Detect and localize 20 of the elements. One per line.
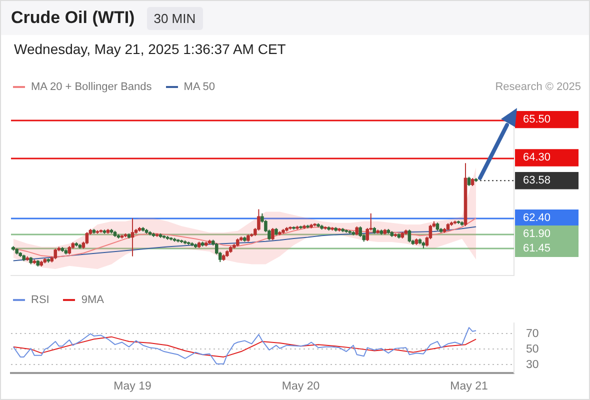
legend-label: MA 20 + Bollinger Bands: [30, 81, 152, 93]
y-tick-label: 70: [526, 328, 539, 340]
chart-title: Crude Oil (WTI): [11, 8, 135, 28]
y-tick-label: 61.90: [523, 228, 551, 240]
text: Wednesday, May 21, 2025 1:36:37 AM CET: [14, 41, 286, 57]
y-tick-label: 65.50: [523, 114, 551, 126]
x-tick-label: May 19: [114, 380, 152, 392]
x-tick-label: May 21: [450, 380, 488, 392]
text: Research © 2025: [495, 81, 581, 93]
y-tick-label: 64.30: [523, 152, 551, 164]
y-tick-label: 63.58: [523, 174, 551, 187]
chart-subtitle: 30 MIN: [146, 6, 203, 30]
y-tick-label: 30: [526, 358, 539, 371]
x-tick-label: May 20: [282, 380, 320, 392]
y-tick-label: 61.45: [523, 242, 551, 254]
legend-label: MA 50: [182, 81, 215, 93]
legend-label: 9MA: [80, 294, 104, 306]
y-tick-label: 62.40: [523, 212, 551, 224]
y-tick-label: 50: [526, 343, 539, 356]
legend-label: RSI: [30, 294, 50, 306]
